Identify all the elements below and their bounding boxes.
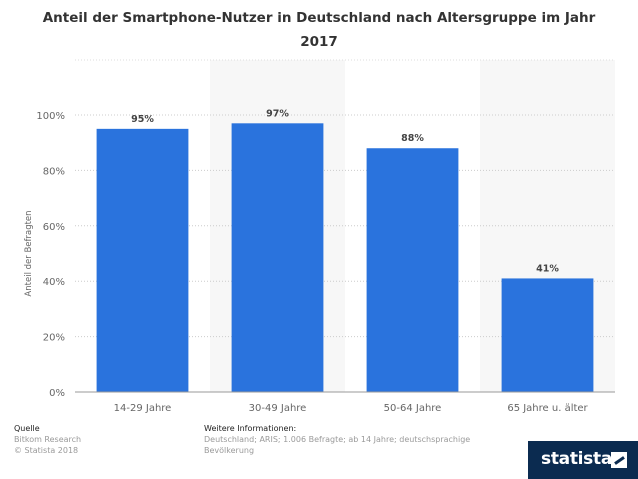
bar (501, 278, 594, 392)
bar (366, 148, 459, 392)
bar (231, 123, 324, 392)
copyright-line: © Statista 2018 (14, 446, 79, 455)
data-label: 88% (401, 133, 424, 144)
x-tick-label: 65 Jahre u. älter (507, 403, 588, 414)
y-tick-label: 20% (43, 333, 65, 344)
y-tick-label: 0% (49, 388, 65, 399)
info-block: Weitere Informationen: Deutschland; ARIS… (204, 423, 494, 456)
info-heading: Weitere Informationen: (204, 424, 297, 433)
source-heading: Quelle (14, 424, 40, 433)
source-block: Quelle Bitkom Research © Statista 2018 (14, 423, 81, 456)
data-label: 95% (131, 114, 154, 125)
x-tick-label: 14-29 Jahre (114, 403, 172, 414)
y-tick-label: 60% (43, 222, 65, 233)
chart-title: Anteil der Smartphone-Nutzer in Deutschl… (42, 10, 596, 50)
y-tick-label: 40% (43, 277, 65, 288)
x-tick-label: 50-64 Jahre (384, 403, 442, 414)
statista-logo[interactable]: statista (528, 441, 638, 479)
data-label: 41% (536, 263, 559, 274)
data-label: 97% (266, 108, 289, 119)
source-line: Bitkom Research (14, 435, 82, 444)
info-text: Deutschland; ARIS; 1.006 Befragte; ab 14… (204, 435, 471, 455)
statista-logo-icon (611, 452, 627, 468)
bar-chart: 0% 20% 40% 60% 80% 100% Anteil der Befragten 95… (24, 59, 615, 414)
y-tick-label: 80% (43, 166, 65, 177)
logo-text: statista (541, 449, 612, 469)
bar (96, 128, 189, 392)
y-axis-title: Anteil der Befragten (24, 210, 34, 296)
y-tick-label: 100% (36, 111, 65, 122)
x-tick-label: 30-49 Jahre (249, 403, 307, 414)
